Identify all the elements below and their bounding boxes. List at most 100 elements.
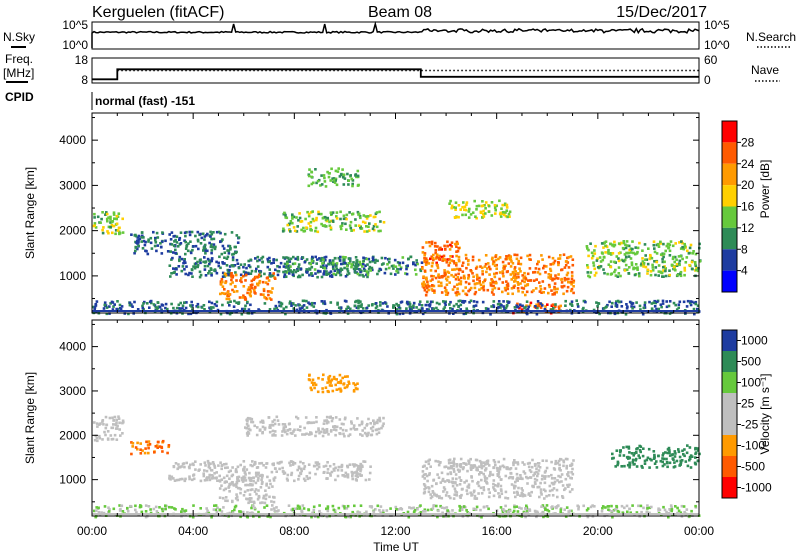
power-cell-5: [298, 212, 301, 215]
velocity-cell-9: [220, 510, 224, 513]
power-cell-12: [229, 300, 232, 303]
power-cell-11: [692, 250, 695, 253]
power-cell-9: [490, 214, 494, 217]
velocity-cell-2: [364, 478, 368, 482]
power-cbar-cell: [722, 249, 737, 271]
velocity-cell-3: [257, 489, 260, 492]
power-cell-1: [205, 234, 208, 237]
power-cell-1: [179, 231, 183, 234]
power-cell-4: [296, 269, 300, 272]
velocity-cell-9: [474, 508, 478, 511]
velocity-cell-9: [310, 515, 313, 519]
power-cell-3: [270, 298, 273, 301]
velocity-cell-6: [542, 475, 546, 478]
power-cell-12: [112, 305, 115, 308]
velocity-cell-6: [454, 481, 457, 485]
velocity-cell-2: [330, 470, 334, 474]
velocity-cell-9: [263, 506, 266, 509]
velocity-cell-6: [449, 466, 453, 470]
velocity-cell-2: [352, 465, 356, 468]
velocity-cell-4: [247, 427, 251, 431]
power-cell-11: [625, 255, 628, 259]
power-cell-12: [412, 301, 416, 305]
velocity-cell-4: [271, 420, 274, 423]
power-cell-2: [260, 257, 263, 260]
power-cell-1: [136, 247, 139, 251]
power-cell-7: [437, 248, 441, 251]
velocity-cell-2: [189, 463, 192, 467]
velocity-cell-6: [440, 496, 444, 500]
power-cell-8: [486, 262, 490, 265]
power-cell-8: [534, 287, 538, 290]
power-cell-12: [393, 304, 396, 308]
power-cell-4: [332, 272, 336, 276]
velocity-cell-2: [258, 474, 261, 477]
power-cell-9: [467, 210, 471, 213]
power-cell-5: [371, 227, 375, 231]
power-cell-12: [418, 303, 421, 306]
power-cell-12: [584, 300, 587, 304]
power-cell-2: [366, 275, 369, 279]
power-cell-2: [267, 260, 270, 264]
power-cell-7: [455, 245, 458, 248]
power-cell-8: [469, 269, 472, 272]
velocity-cell-2: [316, 461, 319, 464]
power-cell-2: [223, 256, 226, 259]
power-cell-8: [485, 270, 488, 274]
power-cell-11: [676, 273, 679, 277]
velocity-cell-5: [347, 380, 350, 384]
velocity-cell-5: [321, 390, 325, 394]
velocity-cell-0: [121, 421, 124, 425]
velocity-cell-6: [516, 461, 520, 464]
power-cell-7: [433, 245, 437, 248]
power-cell-8: [556, 287, 559, 291]
power-cell-8: [423, 253, 426, 257]
power-cell-12: [615, 303, 619, 307]
velocity-cell-5: [352, 382, 355, 385]
power-cell-3: [266, 290, 270, 293]
velocity-cell-3: [249, 477, 253, 480]
power-cell-0: [110, 220, 114, 224]
velocity-cell-6: [421, 475, 425, 478]
power-cell-8: [572, 281, 575, 284]
power-cell-12: [133, 300, 136, 304]
velocity-cell-2: [314, 461, 318, 464]
power-cell-3: [253, 288, 256, 292]
power-cell-9: [508, 215, 511, 218]
velocity-cell-9: [164, 504, 167, 507]
power-cell-11: [614, 261, 617, 264]
power-cell-12: [575, 299, 578, 302]
power-cell-5: [342, 214, 346, 218]
power-cell-8: [430, 288, 434, 291]
power-cell-1: [212, 237, 216, 241]
velocity-cell-8: [652, 457, 656, 460]
velocity-cell-6: [453, 493, 456, 496]
power-cell-2: [178, 259, 181, 263]
power-cell-11: [623, 253, 627, 256]
power-cell-5: [292, 226, 296, 229]
power-cell-11: [653, 260, 656, 263]
velocity-cell-1: [139, 448, 142, 451]
velocity-cell-8: [622, 446, 625, 449]
power-cell-6: [342, 183, 346, 186]
velocity-cell-8: [679, 459, 682, 463]
velocity-cell-6: [548, 489, 552, 493]
power-cell-11: [617, 257, 620, 260]
velocity-cell-4: [273, 418, 276, 422]
velocity-cell-9: [345, 507, 349, 510]
velocity-cell-9: [214, 508, 218, 512]
velocity-cell-6: [536, 472, 540, 475]
power-cell-11: [681, 257, 684, 261]
power-cell-11: [620, 241, 623, 245]
power-cell-11: [636, 246, 640, 250]
velocity-cell-9: [103, 505, 107, 508]
power-cell-12: [602, 307, 606, 310]
velocity-cell-9: [419, 511, 423, 514]
power-cell-12: [412, 306, 415, 309]
velocity-cell-2: [308, 476, 311, 480]
power-cell-5: [372, 215, 376, 219]
power-cell-9: [495, 204, 498, 208]
power-cell-1: [173, 234, 177, 238]
power-cell-2: [190, 268, 194, 272]
power-cell-12: [166, 307, 169, 311]
